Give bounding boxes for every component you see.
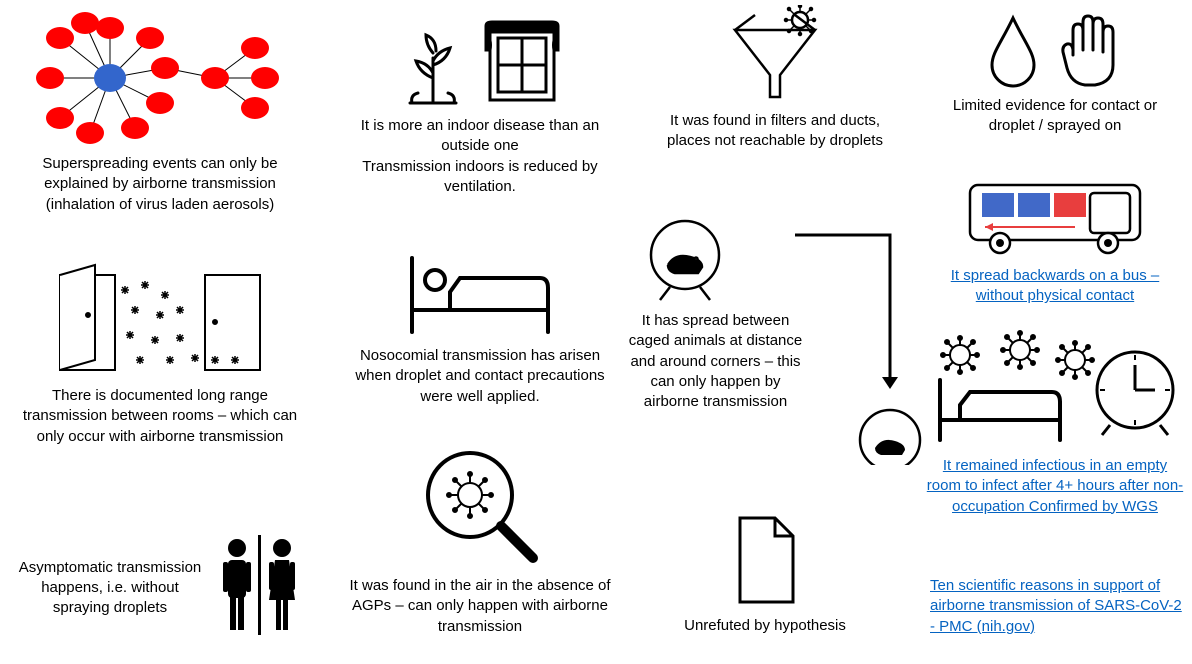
cell-ten-reasons: Ten scientific reasons in support of air… (930, 570, 1185, 637)
cell-indoor: It is more an indoor disease than an out… (340, 20, 620, 197)
document-icon (725, 510, 805, 610)
rooms-icon (50, 260, 270, 380)
cell-superspreading: Superspreading events can only be explai… (20, 8, 300, 215)
empty-room-link[interactable]: It remained infectious in an empty room … (925, 456, 1185, 517)
cell-air-agp: It was found in the air in the absence o… (340, 440, 620, 637)
cell-limited: Limited evidence for contact or droplet … (930, 10, 1180, 137)
cell-filters: It was found in filters and ducts, place… (650, 5, 900, 152)
magnifier-virus-icon (415, 440, 545, 570)
hamster-wheel-1-icon (640, 215, 730, 305)
plant-icon (398, 23, 468, 108)
limited-caption: Limited evidence for contact or droplet … (930, 96, 1180, 137)
caged-caption: It has spread between caged animals at d… (628, 311, 803, 412)
bed-virus-clock-icon (930, 330, 1180, 450)
indoor-caption: It is more an indoor disease than an out… (340, 116, 620, 197)
bed-icon (400, 250, 560, 340)
cell-empty-room: It remained infectious in an empty room … (925, 330, 1185, 517)
indoor-icons (398, 20, 562, 110)
window-icon (482, 20, 562, 110)
cell-caged: It has spread between caged animals at d… (640, 215, 930, 465)
bus-link[interactable]: It spread backwards on a bus – without p… (930, 266, 1180, 307)
nosocomial-caption: Nosocomial transmission has arisen when … (340, 346, 620, 407)
filter-icon (720, 5, 830, 105)
asymptomatic-caption: Asymptomatic transmission happens, i.e. … (15, 558, 205, 619)
unrefuted-caption: Unrefuted by hypothesis (684, 616, 846, 636)
longrange-caption: There is documented long range transmiss… (20, 386, 300, 447)
filters-caption: It was found in filters and ducts, place… (650, 111, 900, 152)
superspread-caption: Superspreading events can only be explai… (20, 154, 300, 215)
cell-nosocomial: Nosocomial transmission has arisen when … (340, 250, 620, 407)
caged-arrow-icon (790, 215, 930, 465)
bus-icon (960, 175, 1150, 260)
cell-longrange: There is documented long range transmiss… (20, 260, 300, 447)
cell-bus: It spread backwards on a bus – without p… (930, 175, 1180, 307)
superspread-network-icon (20, 8, 300, 148)
cell-asymptomatic: Asymptomatic transmission happens, i.e. … (15, 530, 315, 640)
air-agp-caption: It was found in the air in the absence o… (340, 576, 620, 637)
cell-unrefuted: Unrefuted by hypothesis (665, 510, 865, 636)
droplet-icon (986, 13, 1041, 88)
droplet-hand-icons (986, 10, 1125, 90)
people-icon (215, 530, 305, 640)
ten-reasons-link[interactable]: Ten scientific reasons in support of air… (930, 576, 1185, 637)
hand-icon (1055, 10, 1125, 90)
